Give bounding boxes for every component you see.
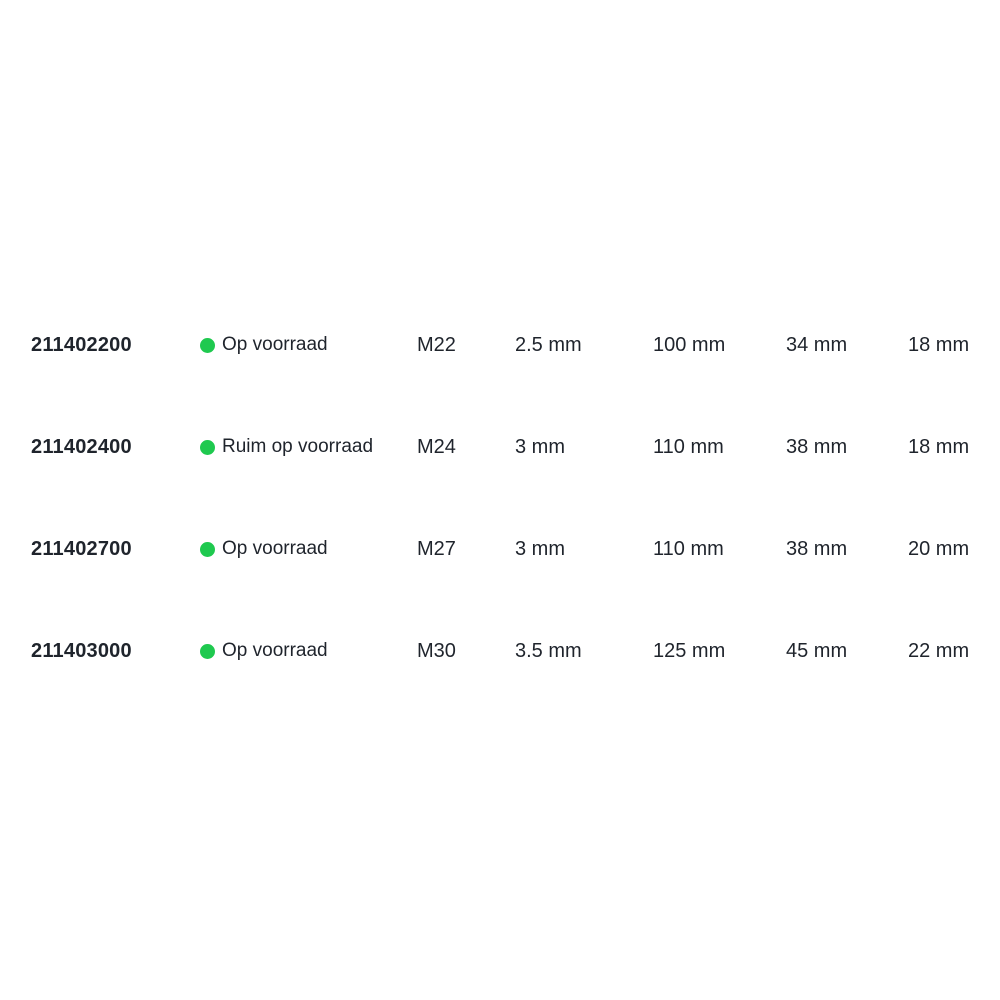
height: 18 mm bbox=[908, 333, 970, 356]
stock-dot-icon bbox=[200, 541, 215, 557]
table-row[interactable]: 211402700 Op voorraad M27 3 mm 110 mm 38… bbox=[0, 498, 1000, 600]
height: 22 mm bbox=[908, 639, 970, 662]
article-number[interactable]: 211402700 bbox=[31, 537, 132, 560]
pitch: 3 mm bbox=[515, 537, 565, 560]
article-number[interactable]: 211402400 bbox=[31, 435, 132, 458]
table-row[interactable]: 211403000 Op voorraad M30 3.5 mm 125 mm … bbox=[0, 600, 1000, 702]
stock-status: Op voorraad bbox=[200, 640, 417, 662]
stock-dot-icon bbox=[200, 643, 215, 659]
stock-status-label: Op voorraad bbox=[222, 334, 328, 355]
thread-size: M27 bbox=[417, 537, 456, 560]
length: 110 mm bbox=[653, 537, 724, 560]
length: 125 mm bbox=[653, 639, 726, 662]
product-variant-table: 211402200 Op voorraad M22 2.5 mm 100 mm … bbox=[0, 294, 1000, 702]
stock-status-label: Op voorraad bbox=[222, 640, 328, 661]
width: 38 mm bbox=[786, 537, 848, 560]
table-row[interactable]: 211402400 Ruim op voorraad M24 3 mm 110 … bbox=[0, 396, 1000, 498]
thread-size: M22 bbox=[417, 333, 456, 356]
article-number[interactable]: 211402200 bbox=[31, 333, 132, 356]
table-row[interactable]: 211402200 Op voorraad M22 2.5 mm 100 mm … bbox=[0, 294, 1000, 396]
width: 38 mm bbox=[786, 435, 848, 458]
width: 34 mm bbox=[786, 333, 848, 356]
height: 20 mm bbox=[908, 537, 970, 560]
pitch: 3 mm bbox=[515, 435, 565, 458]
pitch: 2.5 mm bbox=[515, 333, 582, 356]
length: 100 mm bbox=[653, 333, 726, 356]
stock-dot-icon bbox=[200, 439, 215, 455]
height: 18 mm bbox=[908, 435, 970, 458]
thread-size: M30 bbox=[417, 639, 456, 662]
pitch: 3.5 mm bbox=[515, 639, 582, 662]
width: 45 mm bbox=[786, 639, 848, 662]
length: 110 mm bbox=[653, 435, 724, 458]
stock-status: Op voorraad bbox=[200, 538, 417, 560]
stock-status: Op voorraad bbox=[200, 334, 417, 356]
stock-status-label: Ruim op voorraad bbox=[222, 436, 374, 457]
stock-status: Ruim op voorraad bbox=[200, 436, 417, 458]
stock-dot-icon bbox=[200, 337, 215, 353]
thread-size: M24 bbox=[417, 435, 456, 458]
article-number[interactable]: 211403000 bbox=[31, 639, 132, 662]
stock-status-label: Op voorraad bbox=[222, 538, 328, 559]
